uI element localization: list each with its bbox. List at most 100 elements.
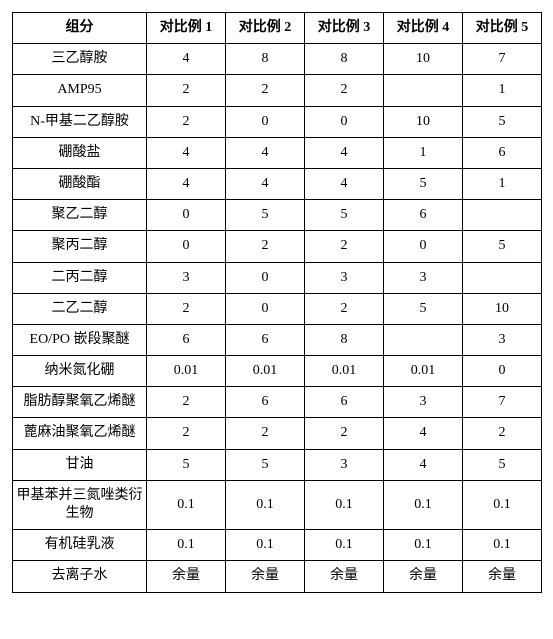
- value-cell: 4: [384, 449, 463, 480]
- table-row: AMP952221: [13, 75, 542, 106]
- table-row: 硼酸盐44416: [13, 137, 542, 168]
- value-cell: 5: [305, 200, 384, 231]
- value-cell: 2: [305, 231, 384, 262]
- value-cell: 余量: [384, 561, 463, 592]
- value-cell: 2: [305, 75, 384, 106]
- row-label-cell: AMP95: [13, 75, 147, 106]
- value-cell: 2: [305, 293, 384, 324]
- col-header: 对比例 3: [305, 13, 384, 44]
- table-row: 脂肪醇聚氧乙烯醚26637: [13, 387, 542, 418]
- value-cell: 10: [463, 293, 542, 324]
- value-cell: 0: [384, 231, 463, 262]
- row-label-cell: 去离子水: [13, 561, 147, 592]
- value-cell: 8: [305, 44, 384, 75]
- value-cell: 0.01: [305, 356, 384, 387]
- value-cell: [463, 200, 542, 231]
- value-cell: 4: [147, 44, 226, 75]
- value-cell: 4: [226, 168, 305, 199]
- value-cell: 2: [147, 418, 226, 449]
- value-cell: 0: [226, 106, 305, 137]
- row-label-cell: N-甲基二乙醇胺: [13, 106, 147, 137]
- row-label-cell: 二乙二醇: [13, 293, 147, 324]
- data-table: 组分 对比例 1 对比例 2 对比例 3 对比例 4 对比例 5 三乙醇胺488…: [12, 12, 542, 593]
- value-cell: 6: [463, 137, 542, 168]
- value-cell: 0.1: [463, 480, 542, 529]
- row-label-cell: EO/PO 嵌段聚醚: [13, 324, 147, 355]
- value-cell: 5: [463, 231, 542, 262]
- value-cell: 余量: [305, 561, 384, 592]
- value-cell: 5: [226, 449, 305, 480]
- table-row: N-甲基二乙醇胺200105: [13, 106, 542, 137]
- row-label-cell: 纳米氮化硼: [13, 356, 147, 387]
- value-cell: 5: [384, 293, 463, 324]
- value-cell: 余量: [226, 561, 305, 592]
- value-cell: 0.1: [226, 530, 305, 561]
- value-cell: 2: [147, 106, 226, 137]
- table-row: 聚丙二醇02205: [13, 231, 542, 262]
- value-cell: 2: [147, 75, 226, 106]
- value-cell: 6: [226, 324, 305, 355]
- col-header: 组分: [13, 13, 147, 44]
- value-cell: 2: [463, 418, 542, 449]
- col-header: 对比例 5: [463, 13, 542, 44]
- value-cell: 0.1: [463, 530, 542, 561]
- value-cell: 3: [384, 262, 463, 293]
- value-cell: [384, 324, 463, 355]
- value-cell: 2: [226, 75, 305, 106]
- value-cell: 2: [226, 231, 305, 262]
- value-cell: 4: [147, 168, 226, 199]
- table-header-row: 组分 对比例 1 对比例 2 对比例 3 对比例 4 对比例 5: [13, 13, 542, 44]
- value-cell: 4: [305, 137, 384, 168]
- row-label-cell: 有机硅乳液: [13, 530, 147, 561]
- row-label-cell: 三乙醇胺: [13, 44, 147, 75]
- table-row: 蓖麻油聚氧乙烯醚22242: [13, 418, 542, 449]
- value-cell: 0.01: [384, 356, 463, 387]
- value-cell: 0: [226, 293, 305, 324]
- table-row: 甲基苯并三氮唑类衍生物0.10.10.10.10.1: [13, 480, 542, 529]
- value-cell: 3: [463, 324, 542, 355]
- row-label-cell: 硼酸盐: [13, 137, 147, 168]
- value-cell: 0.01: [226, 356, 305, 387]
- value-cell: 0.01: [147, 356, 226, 387]
- value-cell: 7: [463, 387, 542, 418]
- value-cell: 0: [147, 231, 226, 262]
- value-cell: 余量: [147, 561, 226, 592]
- table-row: 聚乙二醇0556: [13, 200, 542, 231]
- value-cell: [384, 75, 463, 106]
- row-label-cell: 聚丙二醇: [13, 231, 147, 262]
- value-cell: 5: [226, 200, 305, 231]
- value-cell: 5: [147, 449, 226, 480]
- value-cell: 0.1: [147, 530, 226, 561]
- value-cell: 4: [147, 137, 226, 168]
- value-cell: 2: [147, 293, 226, 324]
- row-label-cell: 二丙二醇: [13, 262, 147, 293]
- table-row: 三乙醇胺488107: [13, 44, 542, 75]
- value-cell: 1: [463, 168, 542, 199]
- value-cell: 0.1: [384, 530, 463, 561]
- value-cell: 3: [384, 387, 463, 418]
- value-cell: 余量: [463, 561, 542, 592]
- col-header: 对比例 2: [226, 13, 305, 44]
- row-label-cell: 脂肪醇聚氧乙烯醚: [13, 387, 147, 418]
- value-cell: 0.1: [384, 480, 463, 529]
- value-cell: 0.1: [305, 480, 384, 529]
- value-cell: 1: [384, 137, 463, 168]
- row-label-cell: 甲基苯并三氮唑类衍生物: [13, 480, 147, 529]
- value-cell: 6: [305, 387, 384, 418]
- value-cell: 3: [305, 449, 384, 480]
- col-header: 对比例 1: [147, 13, 226, 44]
- value-cell: 4: [384, 418, 463, 449]
- table-row: 纳米氮化硼0.010.010.010.010: [13, 356, 542, 387]
- table-row: 二丙二醇3033: [13, 262, 542, 293]
- value-cell: 2: [305, 418, 384, 449]
- row-label-cell: 蓖麻油聚氧乙烯醚: [13, 418, 147, 449]
- value-cell: 10: [384, 106, 463, 137]
- table-row: 甘油55345: [13, 449, 542, 480]
- value-cell: 7: [463, 44, 542, 75]
- value-cell: 0: [226, 262, 305, 293]
- value-cell: 5: [463, 106, 542, 137]
- value-cell: 1: [463, 75, 542, 106]
- table-row: 二乙二醇202510: [13, 293, 542, 324]
- table-row: 去离子水余量余量余量余量余量: [13, 561, 542, 592]
- row-label-cell: 硼酸酯: [13, 168, 147, 199]
